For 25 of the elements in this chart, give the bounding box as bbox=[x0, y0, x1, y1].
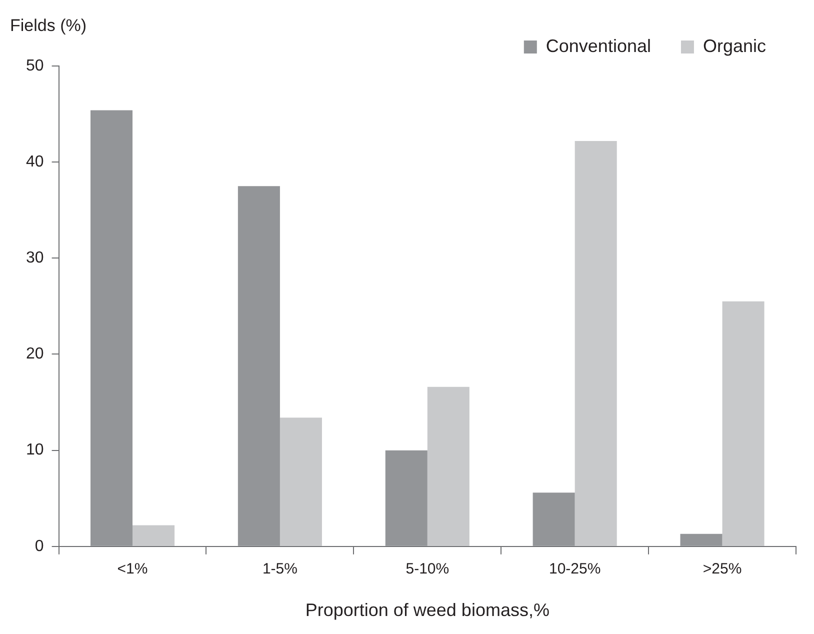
bar bbox=[427, 386, 470, 546]
bar bbox=[132, 525, 175, 546]
y-tick-label: 10 bbox=[26, 442, 44, 459]
x-tick-label: <1% bbox=[117, 560, 148, 578]
x-tick-label: 5-10% bbox=[406, 560, 450, 578]
bar bbox=[385, 450, 428, 546]
bar bbox=[722, 301, 764, 546]
x-axis-title: Proportion of weed biomass,% bbox=[305, 600, 550, 620]
x-tick-label: 10-25% bbox=[548, 560, 601, 578]
y-tick-label: 0 bbox=[34, 538, 44, 555]
legend-label: Organic bbox=[702, 36, 766, 56]
bar bbox=[574, 140, 617, 546]
x-tick-label: 1-5% bbox=[262, 560, 298, 578]
y-tick-label: 50 bbox=[26, 57, 44, 74]
x-tick-label: >25% bbox=[702, 560, 742, 578]
bar bbox=[532, 492, 575, 546]
y-tick-label: 40 bbox=[26, 153, 44, 170]
y-tick-label: 30 bbox=[26, 250, 44, 267]
bar bbox=[680, 534, 722, 546]
legend-label: Conventional bbox=[546, 36, 651, 56]
bar bbox=[90, 110, 133, 546]
y-tick-label: 20 bbox=[26, 346, 44, 363]
bar bbox=[280, 418, 322, 546]
y-axis-title: Fields (%) bbox=[10, 16, 87, 36]
bar bbox=[238, 186, 280, 546]
